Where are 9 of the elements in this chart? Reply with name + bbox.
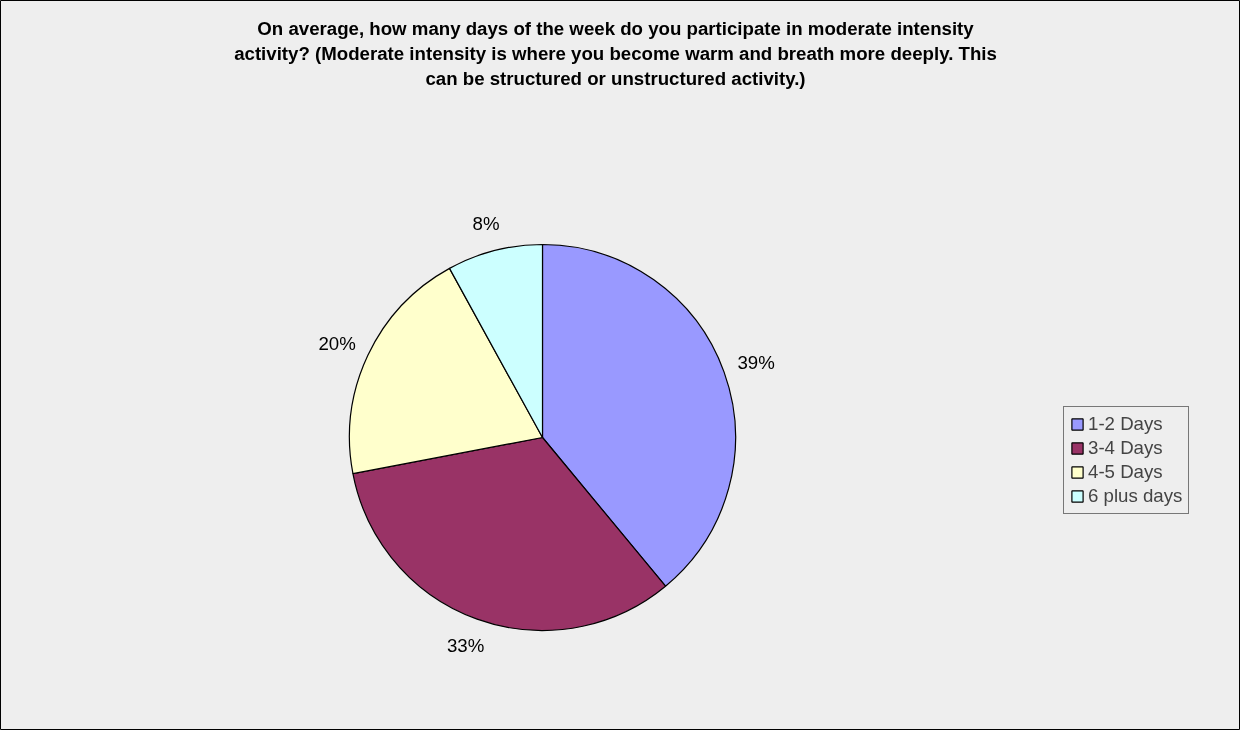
legend-label: 3-4 Days bbox=[1088, 437, 1163, 459]
data-label: 20% bbox=[318, 332, 356, 354]
legend-label: 4-5 Days bbox=[1088, 461, 1163, 483]
legend-label: 1-2 Days bbox=[1088, 413, 1163, 435]
data-label: 33% bbox=[446, 634, 485, 656]
data-label: 39% bbox=[737, 352, 775, 374]
legend-label: 6 plus days bbox=[1088, 485, 1183, 507]
data-label: 8% bbox=[472, 212, 500, 234]
chart-title: On average, how many days of the week do you participate in moderate intensity activity? (Moderate intensity is where you become warm and breath more deeply. This can be structured or unstructured activity.) bbox=[234, 18, 997, 89]
